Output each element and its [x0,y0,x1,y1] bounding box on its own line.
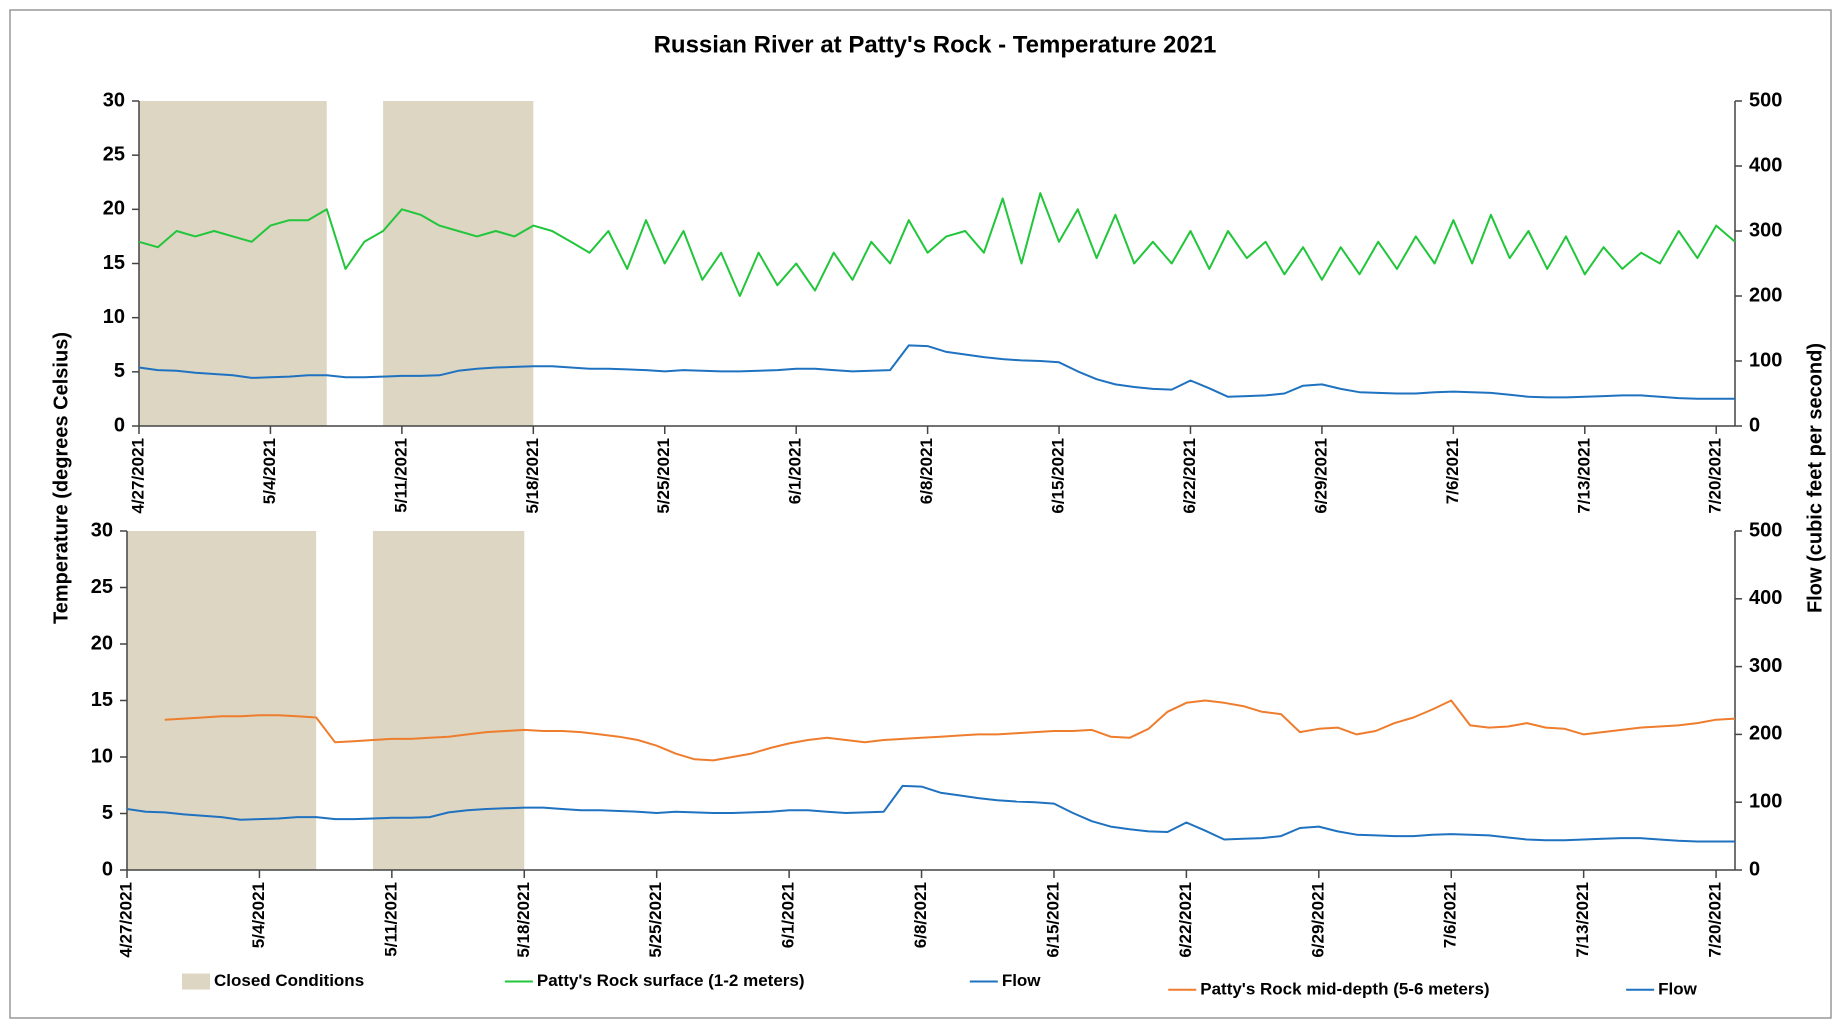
x-tick-label: 5/11/2021 [391,438,410,513]
y-tick-label: 15 [103,252,125,274]
x-tick-label: 7/13/2021 [1574,438,1593,514]
x-tick-label: 5/4/2021 [260,438,279,504]
y-tick-label: 30 [103,89,125,111]
x-tick-label: 7/6/2021 [1443,438,1462,504]
y2-tick-label: 300 [1749,655,1782,677]
x-tick-label: 6/8/2021 [917,438,936,504]
x-tick-label: 4/27/2021 [128,438,147,514]
y-tick-label: 20 [103,198,125,220]
x-tick-label: 6/1/2021 [786,438,805,504]
y2-tick-label: 300 [1749,219,1782,241]
series-line [138,192,1736,297]
series-line [126,784,1735,843]
x-tick-label: 6/15/2021 [1049,438,1068,514]
x-tick-label: 5/18/2021 [514,882,533,958]
x-tick-label: 6/29/2021 [1311,438,1330,514]
y2-tick-label: 200 [1749,723,1782,745]
x-tick-label: 5/11/2021 [381,882,400,957]
y2-tick-label: 400 [1749,587,1782,609]
y2-tick-label: 100 [1749,790,1782,812]
legend-label: Closed Conditions [214,971,364,990]
y-tick-label: 25 [103,143,125,165]
legend-label: Patty's Rock mid-depth (5-6 meters) [1200,979,1489,998]
y-tick-label: 15 [91,689,113,711]
y2-tick-label: 0 [1749,858,1760,880]
y-tick-label: 0 [114,414,125,436]
y2-tick-label: 500 [1749,519,1782,541]
x-tick-label: 6/29/2021 [1308,882,1327,958]
y-tick-label: 20 [91,632,113,654]
y2-tick-label: 400 [1749,154,1782,176]
x-tick-label: 5/25/2021 [646,882,665,958]
y-tick-label: 5 [114,360,125,382]
y-tick-label: 10 [103,306,125,328]
y-tick-label: 5 [102,802,113,824]
y2-axis-label: Flow (cubic feet per second) [1804,343,1826,613]
y-axis-label: Temperature (degrees Celsius) [50,332,72,624]
legend-label: Patty's Rock surface (1-2 meters) [537,971,805,990]
x-tick-label: 7/6/2021 [1441,882,1460,948]
x-tick-label: 7/20/2021 [1706,882,1725,958]
y-tick-label: 30 [91,519,113,541]
closed-band [127,531,317,870]
y-tick-label: 10 [91,745,113,767]
closed-band [139,101,327,426]
x-tick-label: 5/4/2021 [249,882,268,948]
x-tick-label: 6/15/2021 [1043,882,1062,958]
x-tick-label: 6/22/2021 [1180,438,1199,514]
y-tick-label: 0 [102,858,113,880]
legend-swatch [181,973,210,990]
x-tick-label: 4/27/2021 [116,882,135,958]
x-tick-label: 5/25/2021 [654,438,673,514]
series-line [164,699,1736,762]
x-tick-label: 6/1/2021 [779,882,798,948]
x-tick-label: 5/18/2021 [523,438,542,514]
series-line [138,344,1735,400]
legend-label: Flow [1658,979,1697,998]
closed-band [372,531,525,870]
closed-band [383,101,534,426]
y2-tick-label: 500 [1749,89,1782,111]
x-tick-label: 7/20/2021 [1706,438,1725,514]
chart-title: Russian River at Patty's Rock - Temperat… [654,31,1217,58]
y-tick-label: 25 [91,576,113,598]
y2-tick-label: 100 [1749,349,1782,371]
y2-tick-label: 0 [1749,414,1760,436]
legend-label: Flow [1002,971,1041,990]
y2-tick-label: 200 [1749,284,1782,306]
x-tick-label: 6/8/2021 [911,882,930,948]
x-tick-label: 7/13/2021 [1573,882,1592,958]
x-tick-label: 6/22/2021 [1176,882,1195,958]
